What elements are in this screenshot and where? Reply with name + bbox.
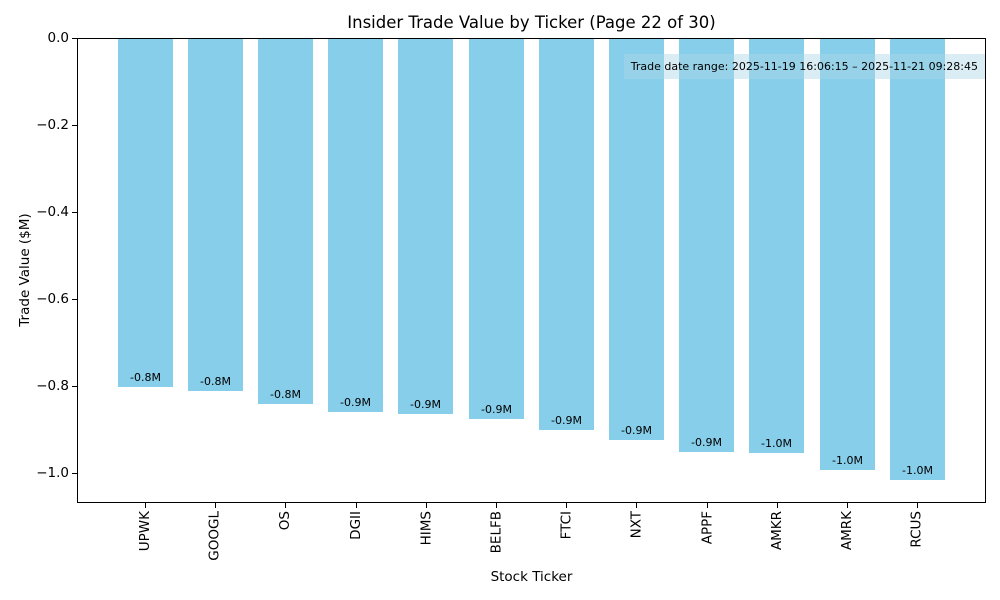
x-tick-mark (917, 503, 918, 508)
bar (118, 39, 173, 387)
bar (820, 39, 875, 470)
x-tick-label: OS (277, 511, 293, 531)
bar-value-label: -0.9M (621, 424, 652, 437)
y-tick-label: −0.2 (36, 117, 69, 133)
x-axis-label: Stock Ticker (490, 569, 573, 585)
bar (749, 39, 804, 453)
bar-value-label: -1.0M (761, 437, 792, 450)
bar (398, 39, 453, 414)
chart-title: Insider Trade Value by Ticker (Page 22 o… (347, 13, 716, 32)
x-tick-label: RCUS (909, 511, 925, 548)
date-range-annotation: Trade date range: 2025-11-19 16:06:15 – … (623, 54, 985, 79)
bar-value-label: -0.9M (410, 398, 441, 411)
x-tick-label: HIMS (418, 511, 434, 546)
x-tick-label: GOOGL (207, 511, 223, 561)
y-tick-label: −0.4 (36, 204, 69, 220)
bar (188, 39, 243, 391)
bar (609, 39, 664, 440)
x-tick-label: AMKR (769, 511, 785, 551)
y-tick-label: −0.6 (36, 291, 69, 307)
bar (890, 39, 945, 480)
bar (258, 39, 313, 404)
x-tick-label: NXT (628, 511, 644, 539)
bar (469, 39, 524, 419)
x-tick-label: AMRK (839, 511, 855, 551)
y-tick-mark (72, 473, 77, 474)
y-tick-label: −1.0 (36, 465, 69, 481)
y-tick-mark (72, 386, 77, 387)
y-tick-label: −0.8 (36, 378, 69, 394)
x-tick-mark (496, 503, 497, 508)
y-tick-mark (72, 125, 77, 126)
bar (679, 39, 734, 452)
bar-value-label: -0.9M (340, 396, 371, 409)
bar-value-label: -1.0M (832, 454, 863, 467)
bar (539, 39, 594, 430)
bar (328, 39, 383, 412)
y-tick-mark (72, 212, 77, 213)
y-tick-mark (72, 38, 77, 39)
bar-value-label: -0.8M (200, 375, 231, 388)
y-tick-mark (72, 299, 77, 300)
bar-value-label: -0.9M (691, 436, 722, 449)
bar-value-label: -0.8M (130, 371, 161, 384)
y-axis-label: Trade Value ($M) (17, 213, 33, 327)
x-tick-mark (847, 503, 848, 508)
x-tick-mark (145, 503, 146, 508)
bar-value-label: -0.9M (481, 403, 512, 416)
y-tick-label: 0.0 (47, 30, 69, 46)
x-tick-mark (426, 503, 427, 508)
x-tick-mark (356, 503, 357, 508)
x-tick-label: FTCI (558, 511, 574, 540)
x-tick-label: BELFB (488, 511, 504, 554)
bar-value-label: -0.9M (551, 414, 582, 427)
x-tick-mark (215, 503, 216, 508)
x-tick-mark (777, 503, 778, 508)
plot-area: -0.8M -0.8M -0.8M -0.9M -0.9M -0.9M -0.9M -0.9M… (77, 38, 986, 503)
x-tick-mark (285, 503, 286, 508)
x-tick-mark (707, 503, 708, 508)
bar-value-label: -1.0M (902, 464, 933, 477)
x-tick-label: APPF (699, 511, 715, 545)
x-tick-label: DGII (348, 511, 364, 540)
x-tick-label: UPWK (137, 511, 153, 552)
x-tick-mark (636, 503, 637, 508)
x-tick-mark (566, 503, 567, 508)
bar-value-label: -0.8M (270, 388, 301, 401)
